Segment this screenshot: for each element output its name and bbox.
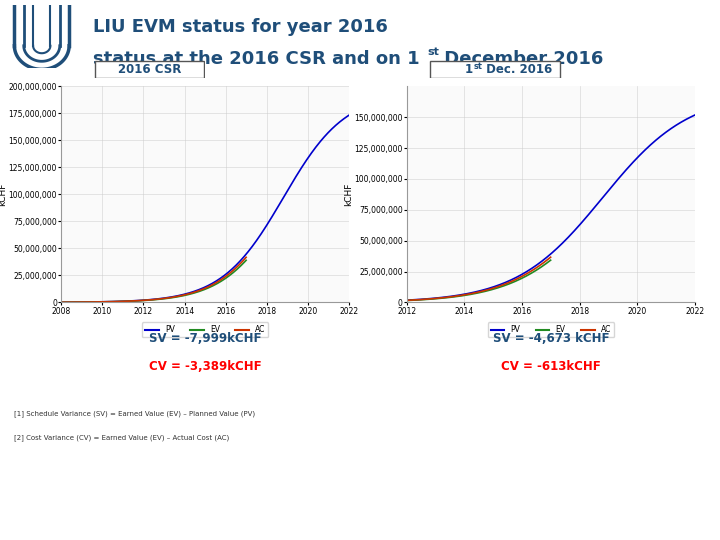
PV — [420, 296, 429, 302]
AC — [240, 256, 249, 262]
Line: PV: PV — [407, 115, 695, 300]
AC — [402, 297, 411, 303]
Text: 1: 1 — [464, 63, 472, 76]
Text: 5 December 2016: 5 December 2016 — [112, 493, 205, 503]
Text: December 2016: December 2016 — [438, 50, 604, 68]
PV — [690, 112, 699, 118]
Text: LIU-Project team
meeting: LIU-Project team meeting — [317, 487, 403, 510]
AC — [232, 265, 240, 271]
Text: CV = -3,389kCHF: CV = -3,389kCHF — [149, 360, 261, 373]
Text: LIU EVM status for year 2016: LIU EVM status for year 2016 — [93, 18, 387, 36]
PV — [577, 219, 586, 226]
Y-axis label: kCHF: kCHF — [343, 183, 353, 206]
AC — [420, 296, 429, 302]
Text: SV = -7,999kCHF: SV = -7,999kCHF — [149, 332, 261, 345]
Text: 8: 8 — [687, 491, 696, 505]
AC — [224, 271, 233, 278]
Line: AC: AC — [61, 258, 246, 302]
PV — [224, 269, 233, 275]
Y-axis label: kCHF: kCHF — [0, 183, 7, 206]
EV — [420, 296, 429, 303]
Text: status at the 2016 CSR and on 1: status at the 2016 CSR and on 1 — [93, 50, 419, 68]
PV — [586, 210, 595, 216]
PV — [232, 262, 240, 268]
EV — [240, 259, 249, 265]
EV — [224, 273, 233, 280]
EV — [57, 299, 66, 306]
PV — [75, 299, 84, 305]
Text: 2016 CSR: 2016 CSR — [117, 63, 181, 76]
Text: st: st — [428, 47, 440, 57]
PV — [345, 112, 354, 118]
Text: [1] Schedule Variance (SV) = Earned Value (EV) – Planned Value (PV): [1] Schedule Variance (SV) = Earned Valu… — [14, 410, 256, 417]
Text: CERN: CERN — [42, 489, 66, 498]
Line: PV: PV — [61, 115, 349, 302]
EV — [75, 299, 84, 306]
FancyBboxPatch shape — [95, 61, 204, 78]
Line: AC: AC — [407, 257, 551, 300]
AC — [57, 299, 66, 306]
PV — [402, 297, 411, 303]
PV — [621, 167, 629, 174]
PV — [570, 228, 578, 234]
PV — [275, 201, 284, 207]
Line: EV: EV — [407, 260, 551, 300]
Line: EV: EV — [61, 260, 246, 302]
Text: CV = -613kCHF: CV = -613kCHF — [501, 360, 600, 373]
Text: SV = -4,673 kCHF: SV = -4,673 kCHF — [492, 332, 609, 345]
AC — [75, 299, 84, 306]
EV — [402, 297, 411, 303]
Text: [2] Cost Variance (CV) = Earned Value (EV) – Actual Cost (AC): [2] Cost Variance (CV) = Earned Value (E… — [14, 435, 230, 442]
Text: st: st — [474, 62, 482, 71]
Legend: PV, EV, AC: PV, EV, AC — [142, 322, 269, 338]
PV — [650, 138, 659, 144]
PV — [57, 299, 66, 306]
Legend: PV, EV, AC: PV, EV, AC — [487, 322, 614, 338]
PV — [240, 253, 249, 259]
Text: Dec. 2016: Dec. 2016 — [482, 63, 552, 76]
PV — [305, 153, 313, 159]
EV — [232, 267, 240, 273]
FancyBboxPatch shape — [430, 61, 560, 78]
